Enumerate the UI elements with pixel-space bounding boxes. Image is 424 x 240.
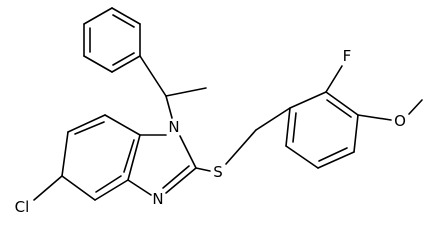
bond (325, 91, 359, 116)
bond (318, 147, 348, 162)
bond (165, 167, 197, 194)
bond (95, 175, 122, 193)
bond (255, 107, 291, 131)
page: N N S Cl F O (() => { const data = JSON.… (14, 7, 423, 216)
bonds (33, 7, 423, 201)
bond (357, 114, 392, 121)
bond (127, 179, 152, 196)
bond (61, 131, 69, 177)
bond (33, 175, 63, 201)
bond (225, 129, 257, 165)
bond (162, 165, 190, 189)
atom-label: Cl (15, 198, 30, 216)
bond (61, 175, 96, 201)
bond (94, 179, 129, 201)
bond (179, 135, 197, 169)
bond (285, 145, 319, 169)
bond (289, 91, 327, 109)
bond (292, 112, 297, 143)
atom-label: O (394, 112, 406, 130)
atom-label: N (168, 118, 179, 136)
molecule-diagram: N N S Cl F O (15, 7, 423, 216)
bond (408, 99, 423, 115)
bond (111, 7, 141, 25)
bond (285, 107, 291, 147)
bond (165, 87, 207, 97)
bond (104, 114, 141, 136)
atom-label: S (213, 163, 223, 181)
bond (165, 95, 173, 119)
bond (83, 7, 113, 25)
bond (353, 114, 359, 153)
bond (112, 52, 135, 66)
atom-label: F (343, 47, 352, 65)
bond (74, 121, 105, 135)
bond (325, 65, 343, 93)
bond (112, 14, 135, 28)
bond (326, 99, 352, 118)
bond (123, 139, 135, 173)
bond (127, 134, 141, 181)
bond (317, 151, 355, 169)
bond (195, 167, 211, 172)
bond (111, 55, 141, 73)
atom-label: N (152, 190, 163, 208)
bond (139, 55, 167, 97)
bond (83, 55, 113, 73)
bond (67, 114, 106, 133)
